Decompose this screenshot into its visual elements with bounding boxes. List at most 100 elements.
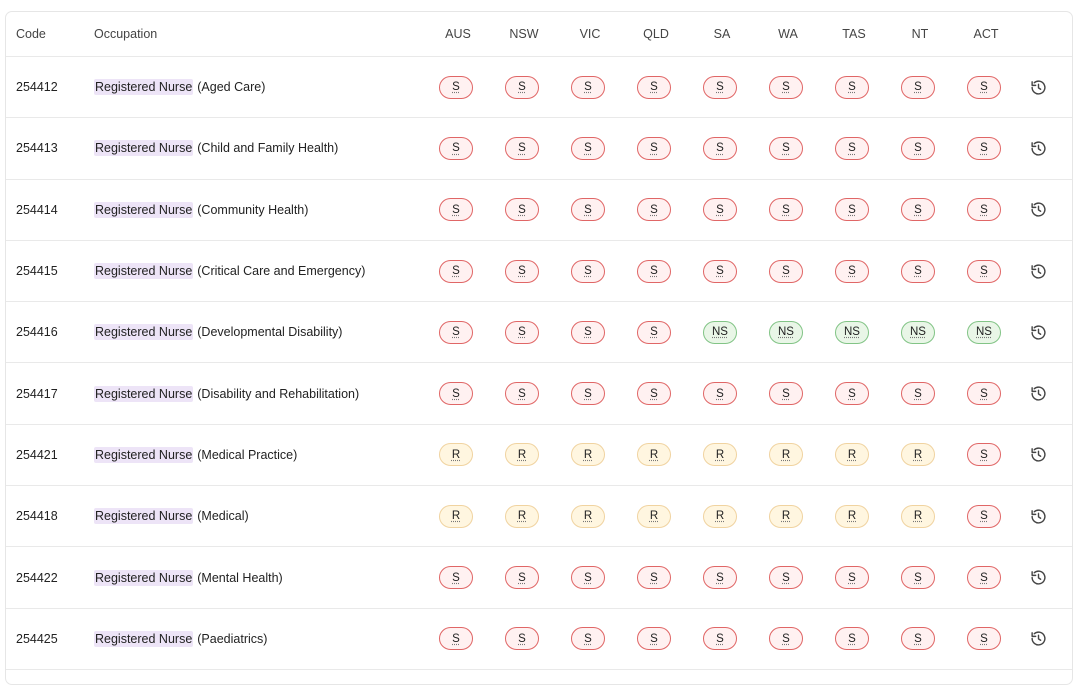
status-badge[interactable]: S [637, 259, 671, 283]
status-badge[interactable]: S [769, 382, 803, 406]
status-badge[interactable]: S [505, 136, 539, 160]
status-badge[interactable]: S [571, 320, 605, 344]
status-badge[interactable]: S [703, 566, 737, 590]
status-badge[interactable]: NS [835, 320, 869, 344]
status-badge[interactable]: S [439, 627, 473, 651]
status-badge[interactable]: R [571, 443, 605, 467]
status-badge[interactable]: S [637, 382, 671, 406]
status-badge[interactable]: R [835, 443, 869, 467]
status-badge[interactable]: S [967, 627, 1001, 651]
status-badge[interactable]: NS [769, 320, 803, 344]
status-badge[interactable]: R [901, 504, 935, 528]
header-vic[interactable]: VIC [579, 27, 601, 41]
header-sa[interactable]: SA [713, 27, 731, 41]
status-badge[interactable]: S [769, 198, 803, 222]
status-badge[interactable]: S [703, 75, 737, 99]
status-badge[interactable]: R [769, 504, 803, 528]
status-badge[interactable]: NS [967, 320, 1001, 344]
status-badge[interactable]: S [703, 198, 737, 222]
status-badge[interactable]: S [967, 198, 1001, 222]
status-badge[interactable]: S [835, 75, 869, 99]
status-badge[interactable]: S [505, 198, 539, 222]
history-button[interactable] [1030, 241, 1047, 301]
status-badge[interactable]: S [967, 382, 1001, 406]
history-button[interactable] [1030, 364, 1047, 424]
status-badge[interactable]: S [571, 136, 605, 160]
occupation-name[interactable]: Registered Nurse (Child and Family Health… [94, 118, 338, 178]
occupation-name[interactable]: Registered Nurse (Aged Care) [94, 57, 265, 117]
status-badge[interactable]: S [439, 320, 473, 344]
status-badge[interactable]: S [439, 198, 473, 222]
status-badge[interactable]: S [505, 627, 539, 651]
status-badge[interactable]: S [967, 136, 1001, 160]
occupation-name[interactable]: Registered Nurse (Medical) [94, 486, 249, 546]
status-badge[interactable]: S [571, 75, 605, 99]
status-badge[interactable]: S [967, 259, 1001, 283]
status-badge[interactable]: S [769, 75, 803, 99]
header-act[interactable]: ACT [973, 27, 999, 41]
status-badge[interactable]: S [967, 566, 1001, 590]
status-badge[interactable]: S [769, 259, 803, 283]
status-badge[interactable]: S [967, 504, 1001, 528]
status-badge[interactable]: S [901, 566, 935, 590]
status-badge[interactable]: NS [703, 320, 737, 344]
history-button[interactable] [1030, 180, 1047, 240]
status-badge[interactable]: S [835, 198, 869, 222]
status-badge[interactable]: S [637, 627, 671, 651]
status-badge[interactable]: S [505, 382, 539, 406]
status-badge[interactable]: S [901, 136, 935, 160]
status-badge[interactable]: S [901, 259, 935, 283]
status-badge[interactable]: S [571, 198, 605, 222]
header-nsw[interactable]: NSW [509, 27, 539, 41]
history-button[interactable] [1030, 302, 1047, 362]
header-tas[interactable]: TAS [842, 27, 866, 41]
status-badge[interactable]: R [901, 443, 935, 467]
status-badge[interactable]: S [637, 75, 671, 99]
history-button[interactable] [1030, 57, 1047, 117]
status-badge[interactable]: S [769, 627, 803, 651]
header-wa[interactable]: WA [778, 27, 798, 41]
status-badge[interactable]: S [835, 566, 869, 590]
status-badge[interactable]: R [439, 504, 473, 528]
status-badge[interactable]: S [769, 566, 803, 590]
status-badge[interactable]: S [637, 136, 671, 160]
history-button[interactable] [1030, 425, 1047, 485]
occupation-name[interactable]: Registered Nurse (Community Health) [94, 180, 308, 240]
status-badge[interactable]: R [637, 504, 671, 528]
header-qld[interactable]: QLD [643, 27, 669, 41]
status-badge[interactable]: S [439, 259, 473, 283]
status-badge[interactable]: S [637, 198, 671, 222]
status-badge[interactable]: S [637, 566, 671, 590]
status-badge[interactable]: R [703, 443, 737, 467]
header-occupation[interactable]: Occupation [94, 27, 158, 41]
status-badge[interactable]: NS [901, 320, 935, 344]
status-badge[interactable]: S [835, 627, 869, 651]
status-badge[interactable]: S [703, 627, 737, 651]
status-badge[interactable]: S [835, 259, 869, 283]
occupation-name[interactable]: Registered Nurse (Critical Care and Emerg… [94, 241, 365, 301]
occupation-name[interactable]: Registered Nurse (Mental Health) [94, 547, 283, 607]
history-button[interactable] [1030, 118, 1047, 178]
occupation-name[interactable]: Registered Nurse (Developmental Disabilit… [94, 302, 342, 362]
status-badge[interactable]: S [439, 382, 473, 406]
status-badge[interactable]: S [703, 259, 737, 283]
status-badge[interactable]: S [901, 75, 935, 99]
status-badge[interactable]: S [505, 259, 539, 283]
status-badge[interactable]: S [901, 198, 935, 222]
history-button[interactable] [1030, 609, 1047, 669]
status-badge[interactable]: R [439, 443, 473, 467]
status-badge[interactable]: S [505, 75, 539, 99]
status-badge[interactable]: S [439, 136, 473, 160]
occupation-name[interactable]: Registered Nurse (Disability and Rehabili… [94, 364, 359, 424]
status-badge[interactable]: S [571, 382, 605, 406]
status-badge[interactable]: S [967, 75, 1001, 99]
status-badge[interactable]: S [901, 382, 935, 406]
status-badge[interactable]: S [571, 259, 605, 283]
status-badge[interactable]: S [769, 136, 803, 160]
status-badge[interactable]: R [769, 443, 803, 467]
status-badge[interactable]: S [703, 136, 737, 160]
status-badge[interactable]: R [637, 443, 671, 467]
header-nt[interactable]: NT [911, 27, 929, 41]
history-button[interactable] [1030, 486, 1047, 546]
history-button[interactable] [1030, 547, 1047, 607]
